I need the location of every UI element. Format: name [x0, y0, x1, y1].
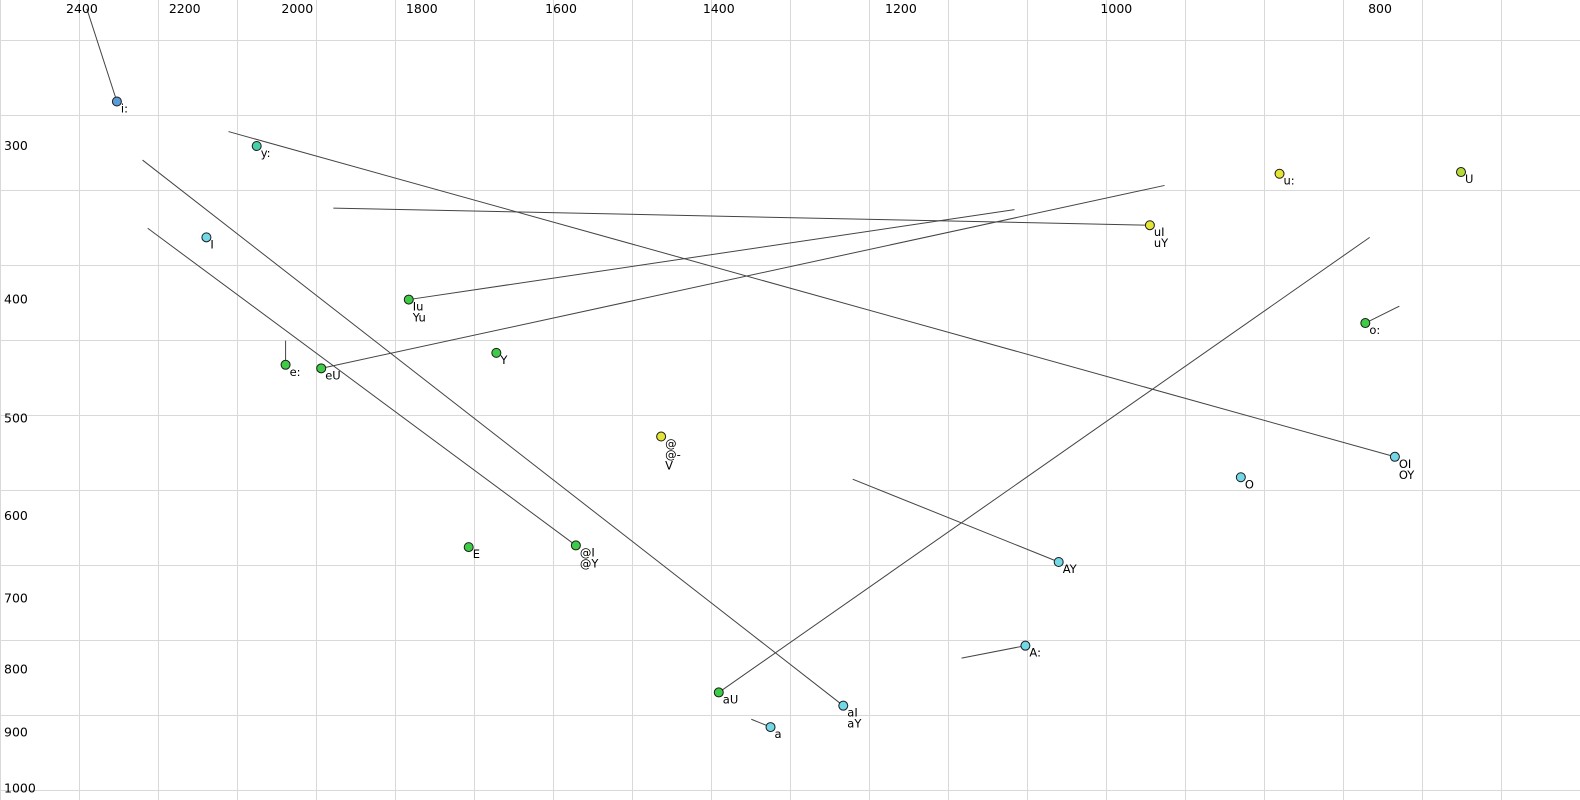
- vowel-point-label: Y: [499, 353, 508, 367]
- vowel-point-label: a: [775, 727, 782, 741]
- vowel-point-label: E: [473, 547, 480, 561]
- vowel-point-label: y:: [261, 146, 271, 160]
- vowel-point: [1455, 167, 1466, 178]
- trajectory-line: [852, 478, 1059, 563]
- vowel-point-label: A:: [1029, 646, 1041, 660]
- vowel-point: [765, 722, 776, 733]
- x-axis-tick-labels: 2400 2200 2000 1800 1600 1400 1200 1000 800: [66, 1, 1392, 16]
- vowel-point-label: uY: [1154, 236, 1169, 250]
- y-axis-tick-labels: 300 400 500 600 700 800 900 1000: [4, 138, 36, 796]
- vowel-point: [570, 540, 581, 551]
- vowel-point: [201, 232, 212, 243]
- vowel-point-label: AY: [1063, 562, 1078, 576]
- vowel-point: [1144, 220, 1155, 231]
- x-tick-label: 2000: [281, 1, 313, 16]
- trajectory-line: [333, 207, 1150, 226]
- trajectory-lines: [86, 8, 1400, 728]
- vowel-point: [316, 363, 327, 374]
- y-tick-label: 800: [4, 662, 28, 677]
- vowel-point-label: @-: [665, 448, 681, 462]
- vowel-point-label: e:: [290, 365, 301, 379]
- y-tick-label: 1000: [4, 781, 36, 796]
- y-tick-label: 600: [4, 508, 28, 523]
- x-tick-label: 1200: [885, 1, 917, 16]
- trajectory-line: [142, 159, 844, 707]
- trajectory-line: [718, 236, 1370, 693]
- trajectory-line: [228, 131, 1395, 458]
- vowel-point-label: uI: [1154, 225, 1165, 239]
- trajectory-line: [321, 184, 1165, 369]
- trajectory-line: [961, 645, 1026, 659]
- x-tick-label: 1400: [703, 1, 735, 16]
- vowel-point: [1053, 557, 1064, 568]
- vowel-point-label: o:: [1369, 323, 1380, 337]
- vowel-point: [111, 96, 122, 107]
- vowel-point-label: @: [665, 437, 677, 451]
- vowel-point: [713, 687, 724, 698]
- trajectory-line: [408, 209, 1015, 301]
- vowel-point: [463, 542, 474, 553]
- vowel-point-label: eU: [325, 368, 341, 382]
- trajectory-line: [86, 8, 118, 102]
- vowel-point: [403, 294, 414, 305]
- trajectory-line: [147, 227, 577, 546]
- vowel-point: [1020, 640, 1031, 651]
- vowel-point: [1360, 318, 1371, 329]
- vowel-point: [1389, 451, 1400, 462]
- vowel-point: [838, 700, 849, 711]
- vowel-point-label: U: [1465, 172, 1473, 186]
- vowel-point: [491, 347, 502, 358]
- vowel-points: [111, 96, 1466, 733]
- vowel-point-label: OY: [1399, 468, 1415, 482]
- vowel-point-label: O: [1245, 477, 1254, 491]
- vowel-point-label: OI: [1399, 457, 1411, 471]
- x-tick-label: 2200: [169, 1, 201, 16]
- vowel-point-label: @I: [580, 545, 595, 559]
- vowel-point-label: aI: [847, 706, 857, 720]
- y-tick-label: 900: [4, 724, 28, 739]
- vowel-point: [1274, 168, 1285, 179]
- y-tick-label: 400: [4, 292, 28, 307]
- vowel-point-label: u:: [1284, 174, 1295, 188]
- vowel-point-label: Yu: [412, 311, 426, 325]
- vowel-point: [251, 141, 262, 151]
- vowel-point-label: aY: [847, 717, 862, 731]
- vowel-point-label: Iu: [413, 300, 424, 314]
- y-tick-label: 700: [4, 590, 28, 605]
- x-tick-label: 1600: [545, 1, 577, 16]
- vowel-point-label: aU: [723, 692, 738, 706]
- x-tick-label: 1000: [1100, 1, 1132, 16]
- trajectory-line: [1365, 305, 1400, 324]
- vowel-point-label: I: [210, 237, 213, 251]
- vowel-point-label: @Y: [580, 556, 600, 570]
- vowel-point-label: V: [665, 459, 673, 473]
- vowel-point: [280, 359, 291, 370]
- y-tick-label: 500: [4, 411, 28, 426]
- vowel-point: [1235, 472, 1246, 483]
- vowel-point: [656, 431, 667, 442]
- vowel-point-label: i:: [121, 101, 128, 115]
- x-tick-label: 1800: [406, 1, 438, 16]
- y-tick-label: 300: [4, 138, 28, 153]
- x-tick-label: 800: [1368, 1, 1392, 16]
- x-tick-label: 2400: [66, 1, 98, 16]
